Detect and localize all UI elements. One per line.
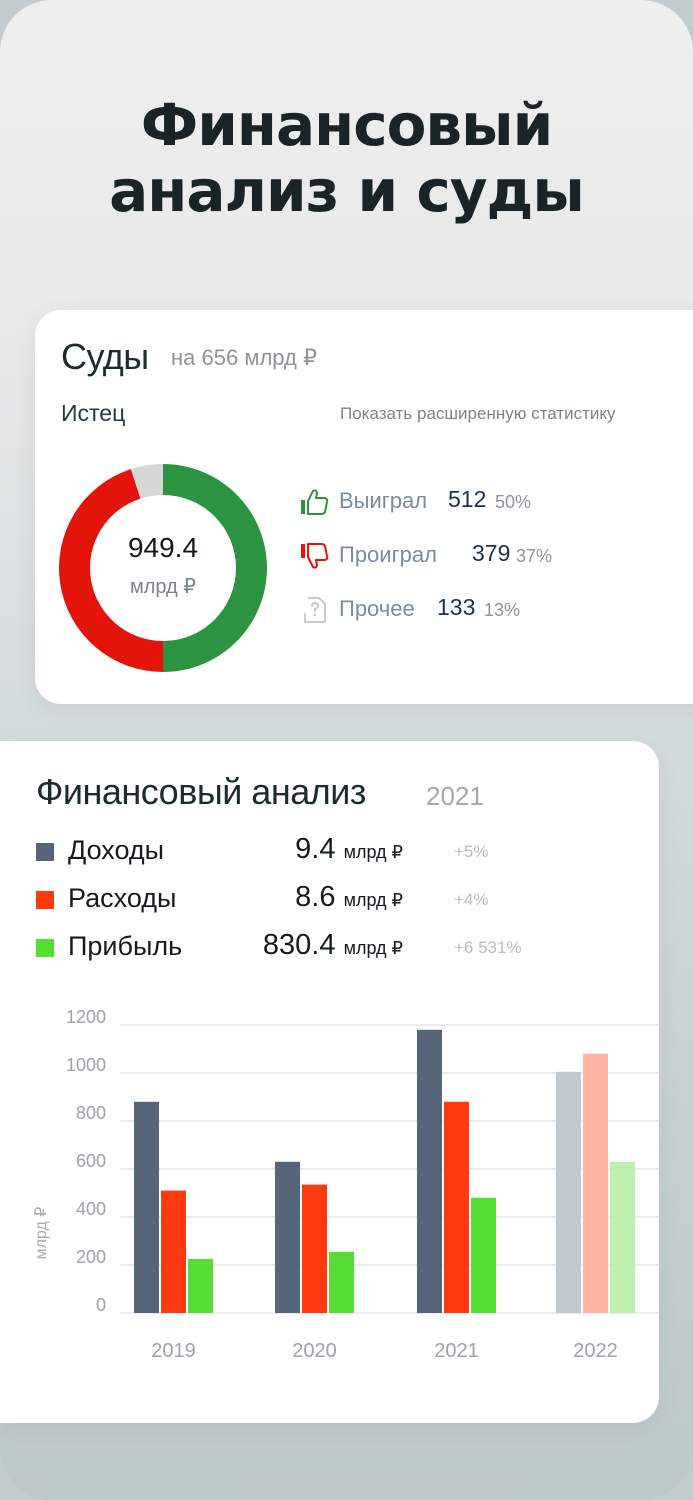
finance-row-income: Доходы 9.4 млрд ₽ +5% <box>36 831 596 871</box>
y-tick-label: 0 <box>96 1295 106 1315</box>
income-label: Доходы <box>68 835 165 865</box>
bar-2019-2 <box>161 1190 186 1313</box>
outcome-other-label: Прочее <box>339 596 415 621</box>
outcome-won-label: Выиграл <box>339 488 428 513</box>
finance-card: Финансовый анализ 2021 Доходы 9.4 млрд ₽… <box>0 741 659 1423</box>
bar-2020-3 <box>329 1251 354 1313</box>
question-doc-icon <box>304 597 326 623</box>
y-tick-label: 1000 <box>66 1055 106 1075</box>
plaintiff-label: Истец <box>61 400 126 426</box>
bar-2022-1 <box>556 1071 581 1313</box>
extended-stats-link[interactable]: Показать расширенную статистику <box>340 404 616 423</box>
y-tick-label: 1200 <box>66 1007 106 1027</box>
profit-value: 830.4 млрд ₽ <box>263 929 403 962</box>
income-value-number: 9.4 <box>295 833 336 865</box>
outcome-won-percent: 50% <box>495 492 532 512</box>
x-tick-label: 2019 <box>151 1340 196 1362</box>
page-title-line-1: Финансовый <box>140 91 553 159</box>
income-value-unit: млрд ₽ <box>343 842 403 862</box>
bar-2019-3 <box>188 1259 213 1313</box>
finance-title: Финансовый анализ <box>36 771 366 812</box>
y-tick-label: 200 <box>76 1247 106 1267</box>
finance-row-profit: Прибыль 830.4 млрд ₽ +6 531% <box>36 927 596 967</box>
donut-total-unit: млрд ₽ <box>129 576 197 598</box>
x-tick-label: 2022 <box>573 1340 618 1362</box>
expenses-value-unit: млрд ₽ <box>343 890 403 910</box>
expenses-value-number: 8.6 <box>295 881 336 913</box>
page-title: Финансовый анализ и суды <box>0 92 693 224</box>
bar-2020-2 <box>302 1184 327 1313</box>
outcome-other-count: 133 <box>437 594 476 620</box>
courts-subtitle: на 656 млрд ₽ <box>171 345 317 370</box>
bar-2022-2 <box>583 1053 608 1313</box>
y-axis-label: млрд ₽ <box>33 1207 50 1260</box>
bar-2021-1 <box>417 1029 442 1313</box>
outcome-lost-count: 379 <box>472 540 511 566</box>
income-swatch <box>36 843 54 861</box>
x-tick-label: 2020 <box>292 1340 337 1362</box>
bar-2019-1 <box>134 1101 159 1313</box>
expenses-change: +4% <box>454 890 489 909</box>
expenses-swatch <box>36 891 54 909</box>
expenses-label: Расходы <box>68 883 177 913</box>
courts-title: Суды <box>61 336 149 377</box>
profit-label: Прибыль <box>68 931 183 961</box>
profit-change: +6 531% <box>454 938 522 957</box>
outcome-lost-label: Проиграл <box>339 542 437 567</box>
x-tick-label: 2021 <box>434 1340 479 1362</box>
outcome-won-count: 512 <box>448 486 487 512</box>
donut-segment-won <box>163 464 267 672</box>
outcome-other-percent: 13% <box>484 600 521 620</box>
donut-segment-other <box>130 464 163 499</box>
courts-donut-chart <box>58 464 267 672</box>
bar-2021-3 <box>471 1197 496 1313</box>
y-tick-label: 800 <box>76 1103 106 1123</box>
bar-2022-3 <box>610 1161 635 1313</box>
finance-row-expenses: Расходы 8.6 млрд ₽ +4% <box>36 879 596 919</box>
outcome-lost-percent: 37% <box>516 546 553 566</box>
bar-2020-1 <box>275 1161 300 1313</box>
finance-bar-chart: 0 200 400 600 800 1000 1200 млрд ₽ 2019 2020 2021 2… <box>33 1007 659 1362</box>
profit-swatch <box>36 939 54 957</box>
profit-value-number: 830.4 <box>262 929 336 961</box>
expenses-value: 8.6 млрд ₽ <box>295 881 403 914</box>
thumbs-down-icon <box>301 543 329 569</box>
courts-card: Суды на 656 млрд ₽ Истец Показать расшир… <box>35 310 693 704</box>
income-change: +5% <box>454 842 489 861</box>
donut-segment-lost <box>58 469 163 672</box>
thumbs-up-icon <box>301 489 329 515</box>
y-tick-label: 400 <box>76 1199 106 1219</box>
profit-value-unit: млрд ₽ <box>343 938 403 958</box>
finance-year: 2021 <box>426 781 484 811</box>
income-value: 9.4 млрд ₽ <box>295 833 403 866</box>
donut-total-value: 949.4 <box>127 532 199 563</box>
y-tick-label: 600 <box>76 1151 106 1171</box>
bar-2021-2 <box>444 1101 469 1313</box>
page-title-line-2: анализ и суды <box>109 157 585 225</box>
